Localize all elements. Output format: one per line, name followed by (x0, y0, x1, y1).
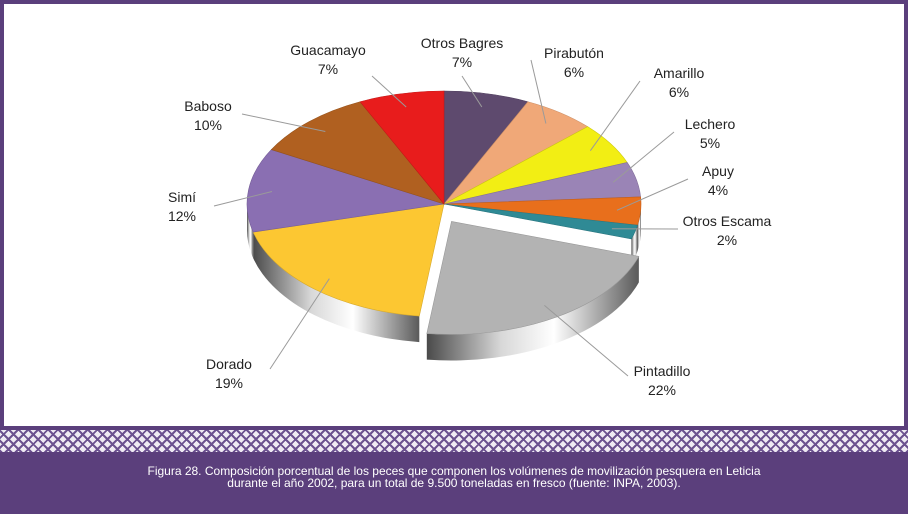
leader-line-pintadillo (544, 305, 629, 377)
slice-value-otros-bagres: 7% (452, 54, 472, 70)
slice-value-otros-escama: 2% (717, 232, 737, 248)
leader-line-dorado (269, 278, 330, 370)
slice-value-apuy: 4% (708, 182, 728, 198)
slice-label-sim-: Simí (168, 189, 196, 205)
slice-label-dorado: Dorado (206, 356, 252, 372)
pie-slice-pintadillo (426, 221, 640, 335)
pie-slice-otros-escama (443, 203, 638, 240)
pie-slice-baboso (270, 101, 445, 205)
leader-line-lechero (612, 131, 675, 183)
slice-value-lechero: 5% (700, 135, 720, 151)
slice-value-guacamayo: 7% (318, 61, 338, 77)
slice-label-lechero: Lechero (685, 116, 736, 132)
slice-label-apuy: Apuy (702, 163, 734, 179)
slice-value-amarillo: 6% (669, 84, 689, 100)
leader-line-sim- (213, 191, 273, 207)
slice-label-guacamayo: Guacamayo (290, 42, 366, 58)
pie-chart: Otros Bagres 7% Pirabutón 6% Amarillo 6% Leche… (168, 35, 772, 398)
slice-label-otros-escama: Otros Escama (683, 213, 772, 229)
decorative-stripe-band (0, 430, 908, 452)
caption-line-1: Figura 28. Composición porcentual de los… (147, 464, 761, 478)
slice-value-pirabut-n: 6% (564, 64, 584, 80)
slice-label-amarillo: Amarillo (654, 65, 705, 81)
slice-label-baboso: Baboso (184, 98, 232, 114)
pie-slice-dorado (252, 203, 445, 317)
slice-value-dorado: 19% (215, 375, 243, 391)
pie-slice-guacamayo (359, 90, 445, 205)
caption-bar: Figura 28. Composición porcentual de los… (0, 452, 908, 514)
pie-side-sim- (247, 204, 254, 259)
chart-panel: Otros Bagres 7% Pirabutón 6% Amarillo 6% Leche… (4, 4, 904, 426)
pie-slice-sim- (246, 149, 445, 233)
leader-line-guacamayo (371, 75, 407, 108)
caption-line-2: durante el año 2002, para un total de 9.… (227, 476, 681, 490)
pie-side-dorado (253, 232, 420, 343)
slice-value-pintadillo: 22% (648, 382, 676, 398)
slice-label-otros-bagres: Otros Bagres (421, 35, 503, 51)
pie-side-pintadillo (426, 256, 639, 361)
slice-label-pirabut-n: Pirabutón (544, 45, 604, 61)
chart-frame: Otros Bagres 7% Pirabutón 6% Amarillo 6% Leche… (4, 4, 904, 426)
leader-line-amarillo (589, 80, 641, 152)
leader-line-baboso (241, 113, 326, 133)
slice-value-sim-: 12% (168, 208, 196, 224)
leader-line-pirabut-n (530, 59, 547, 124)
slice-label-pintadillo: Pintadillo (634, 363, 691, 379)
leader-line-apuy (616, 178, 689, 211)
figure-caption: Figura 28. Composición porcentual de los… (0, 465, 908, 489)
leader-line-otros-bagres (461, 75, 483, 108)
slice-value-baboso: 10% (194, 117, 222, 133)
